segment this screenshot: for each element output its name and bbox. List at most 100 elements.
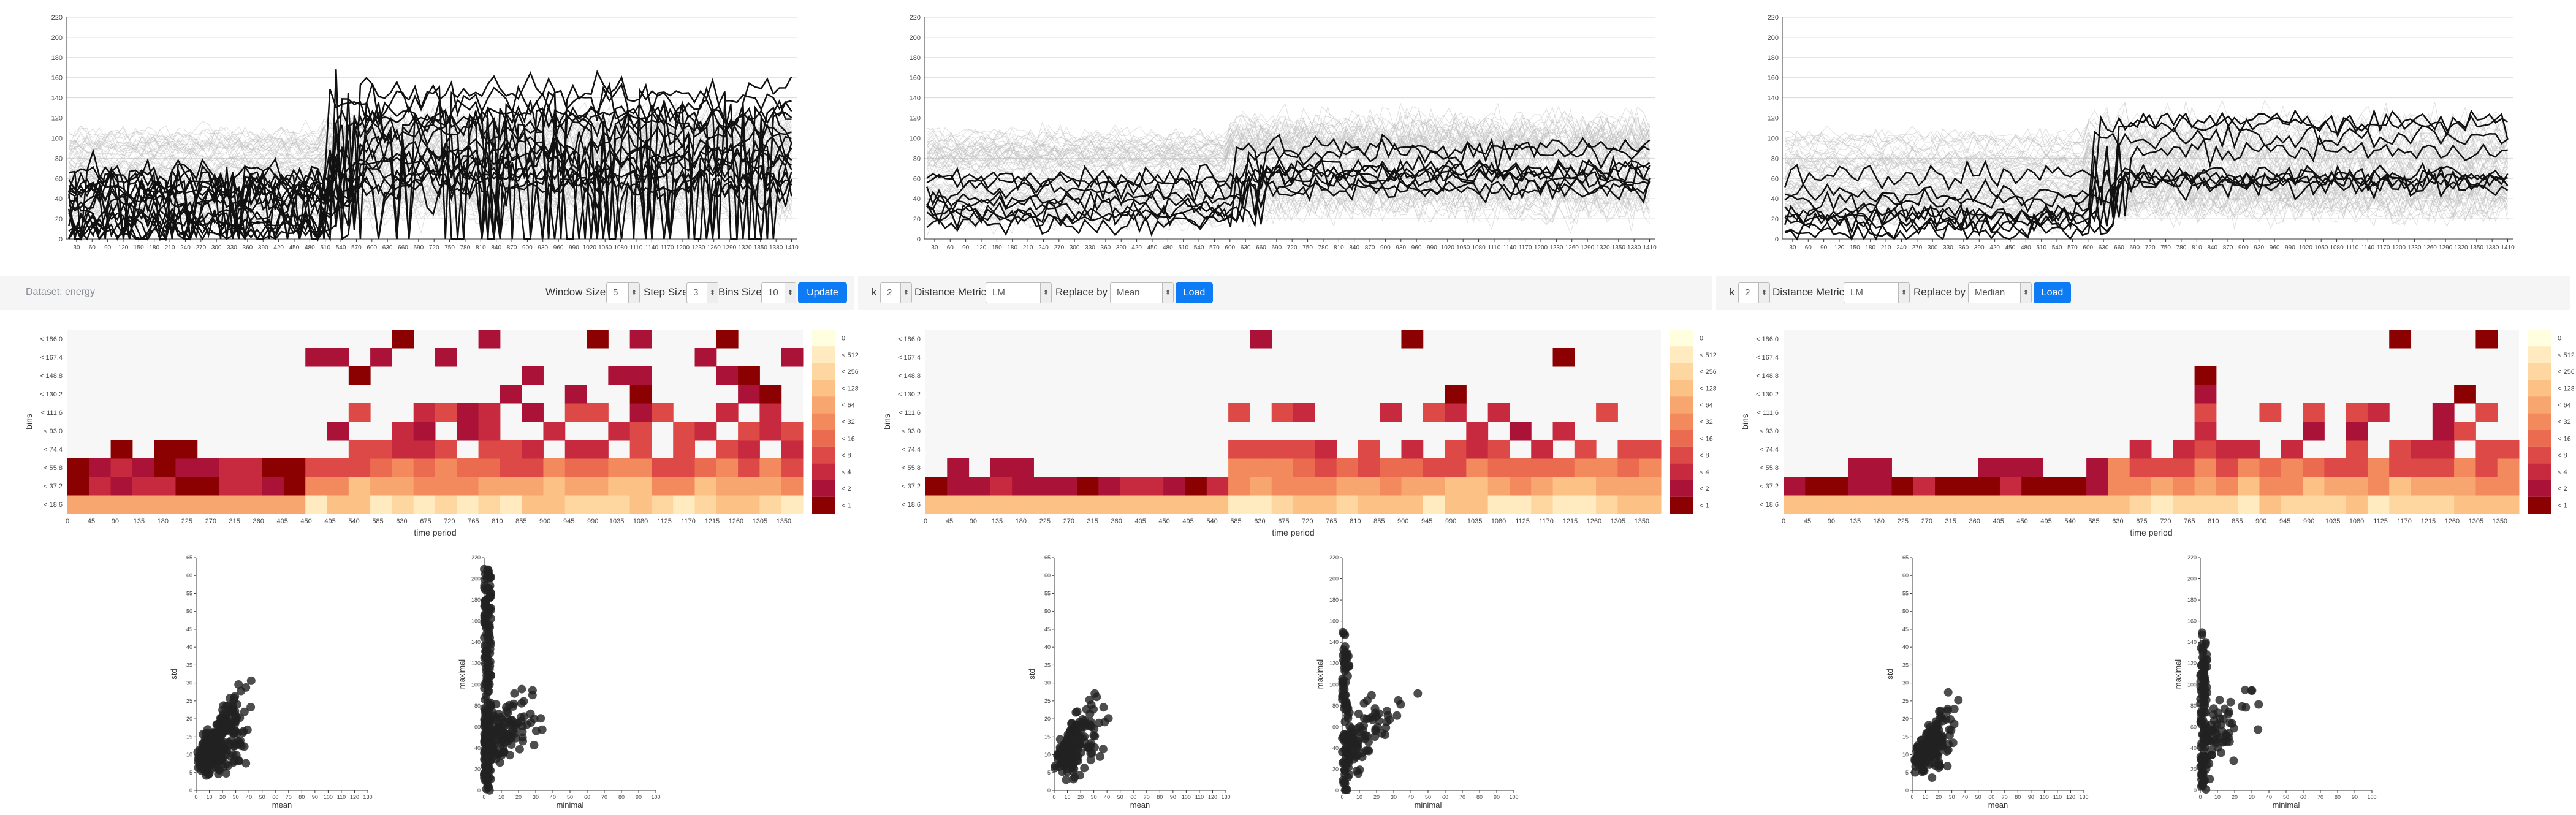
control-bar-panel-2: k 2 ⬍ Distance Metric LM ⬍ Replace by Mean… [858, 276, 1712, 310]
scatter-point [2215, 696, 2224, 705]
heatmap-cell [1055, 477, 1077, 496]
y-tick-label: 120 [1329, 661, 1339, 667]
x-tick-label: 945 [1421, 518, 1432, 525]
scatter-point [2205, 759, 2214, 768]
step-size-select[interactable]: 3 ⬍ [686, 282, 718, 303]
x-tick-label: 510 [1178, 245, 1188, 251]
legend-label: < 512 [2558, 352, 2574, 359]
x-tick-label: 100 [1509, 794, 1518, 800]
heatmap-cell [110, 477, 133, 496]
x-tick-label: 750 [444, 245, 455, 251]
update-button[interactable]: Update [798, 282, 847, 303]
heatmap-cell [1848, 458, 1871, 477]
background-series-line [1784, 142, 2508, 181]
x-tick-label: 1170 [2397, 518, 2412, 525]
scatter-point [1921, 759, 1930, 768]
heatmap-cell [327, 348, 349, 367]
heatmap-cell [1509, 477, 1532, 496]
heatmap-cell [522, 495, 544, 514]
heatmap-cell [132, 477, 154, 496]
x-tick-label: 1260 [729, 518, 743, 525]
window-size-select[interactable]: 5 ⬍ [606, 282, 640, 303]
x-tick-label: 945 [563, 518, 574, 525]
x-tick-label: 10 [498, 794, 504, 800]
replace-by-select[interactable]: Median ⬍ [1968, 282, 2032, 303]
bins-size-select[interactable]: 10 ⬍ [761, 282, 796, 303]
heatmap-cell [1445, 403, 1467, 422]
y-axis-title: maximal [2173, 659, 2183, 689]
background-series-line [926, 160, 1650, 205]
heatmap-cell [1423, 495, 1445, 514]
x-tick-label: 1290 [723, 245, 737, 251]
scatter-point [1340, 685, 1349, 694]
scatter-point [203, 737, 213, 746]
k-select[interactable]: 2 ⬍ [1738, 282, 1770, 303]
x-tick-label: 120 [2066, 794, 2075, 800]
x-tick-label: 0 [2198, 794, 2202, 800]
heatmap-cell [457, 495, 479, 514]
heatmap-cell [457, 403, 479, 422]
heatmap-cell [1784, 477, 1806, 496]
scatter-point [1943, 762, 1952, 771]
y-tick-label: 40 [186, 644, 192, 650]
step-size-value: 3 [693, 287, 699, 298]
heatmap-cell [608, 477, 631, 496]
y-tick-label: < 18.6 [1760, 501, 1779, 509]
x-tick-label: 1020 [1441, 245, 1455, 251]
k-select[interactable]: 2 ⬍ [880, 282, 912, 303]
x-tick-label: 855 [515, 518, 526, 525]
x-tick-label: 1380 [769, 245, 783, 251]
x-tick-label: 495 [1182, 518, 1193, 525]
replace-by-select[interactable]: Mean ⬍ [1110, 282, 1174, 303]
background-series-line [926, 105, 1650, 153]
heatmap-cell [240, 458, 263, 477]
load-button[interactable]: Load [2034, 282, 2071, 303]
x-tick-label: 420 [1989, 245, 2000, 251]
legend-swatch [1670, 480, 1693, 497]
x-tick-label: 1320 [1596, 245, 1610, 251]
x-tick-label: 585 [372, 518, 383, 525]
scatter-point [515, 745, 524, 754]
heatmap-cell [1552, 495, 1575, 514]
heatmap-cell [2475, 495, 2498, 514]
heatmap-cell [392, 330, 414, 349]
highlight-series-line [67, 131, 792, 241]
x-tick-label: 10 [1923, 794, 1929, 800]
x-tick-label: 960 [553, 245, 564, 251]
heatmap-cell [478, 495, 501, 514]
heatmap-cell [219, 477, 241, 496]
x-tick-label: 1035 [2325, 518, 2340, 525]
legend-label: < 2 [842, 485, 851, 493]
scatter-point [482, 666, 491, 675]
heatmap-cell [2346, 458, 2368, 477]
distance-metric-select[interactable]: LM ⬍ [1844, 282, 1910, 303]
background-series-line [926, 178, 1650, 226]
x-tick-label: 630 [382, 245, 393, 251]
x-tick-label: 1200 [2392, 245, 2406, 251]
heatmap-cell [543, 477, 566, 496]
heatmap-cell [370, 458, 392, 477]
heatmap-cell [1999, 458, 2022, 477]
heatmap-cell [1445, 458, 1467, 477]
y-tick-label: 40 [474, 745, 481, 751]
heatmap-cell [2303, 403, 2325, 422]
x-tick-label: 225 [1898, 518, 1909, 525]
load-button[interactable]: Load [1176, 282, 1213, 303]
x-tick-label: 30 [233, 794, 239, 800]
heatmap-cell [2497, 495, 2520, 514]
x-tick-label: 720 [2160, 518, 2171, 525]
x-tick-label: 1080 [1491, 518, 1506, 525]
x-tick-label: 690 [414, 245, 424, 251]
heatmap-cell [1531, 495, 1554, 514]
heatmap-cell [500, 440, 522, 459]
heatmap-cell [673, 422, 696, 441]
y-tick-label: 60 [913, 175, 921, 183]
highlight-series-line [1785, 171, 2509, 233]
background-series-line [927, 113, 1650, 155]
distance-metric-select[interactable]: LM ⬍ [986, 282, 1052, 303]
x-tick-label: 210 [165, 245, 175, 251]
x-tick-label: 50 [259, 794, 265, 800]
y-tick-label: 20 [55, 216, 63, 223]
y-tick-label: 50 [1902, 608, 1909, 615]
x-tick-label: 120 [118, 245, 129, 251]
